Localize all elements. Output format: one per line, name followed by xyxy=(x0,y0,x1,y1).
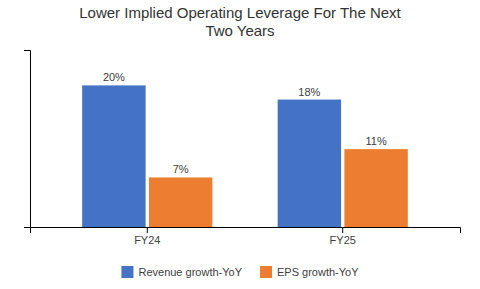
bar xyxy=(82,85,145,227)
bar xyxy=(149,177,212,227)
x-tick: FY24 xyxy=(134,227,160,246)
data-labels: 20% 18% 7% 11% xyxy=(103,71,387,175)
x-tick: FY25 xyxy=(330,227,356,246)
title: Lower Implied Operating Leverage For The… xyxy=(79,4,401,39)
plot: 20% 18% 7% 11% FY24 FY25 xyxy=(24,51,461,246)
x-tick-mark xyxy=(342,227,343,233)
chart: Lower Implied Operating Leverage For The… xyxy=(0,0,480,289)
x-axis: FY24 FY25 xyxy=(31,227,461,246)
data-label: 7% xyxy=(173,163,189,175)
x-tick-label: FY24 xyxy=(134,234,160,246)
y-axis-line xyxy=(24,51,31,228)
data-label: 18% xyxy=(298,86,320,98)
legend-item: EPS growth-YoY xyxy=(260,266,359,278)
data-label: 20% xyxy=(103,71,125,83)
data-label: 11% xyxy=(365,135,386,147)
x-axis-line xyxy=(31,228,461,234)
bar xyxy=(344,149,407,227)
bars xyxy=(82,85,408,227)
x-tick-label: FY25 xyxy=(330,234,356,246)
legend: Revenue growth-YoY EPS growth-YoY xyxy=(121,266,359,278)
x-tick-mark xyxy=(147,227,148,233)
legend-item: Revenue growth-YoY xyxy=(121,266,242,278)
legend-label: Revenue growth-YoY xyxy=(138,266,242,278)
legend-label: EPS growth-YoY xyxy=(277,266,359,278)
bar xyxy=(278,100,341,227)
legend-swatch xyxy=(260,266,272,278)
y-axis xyxy=(24,51,31,228)
legend-swatch xyxy=(121,266,133,278)
